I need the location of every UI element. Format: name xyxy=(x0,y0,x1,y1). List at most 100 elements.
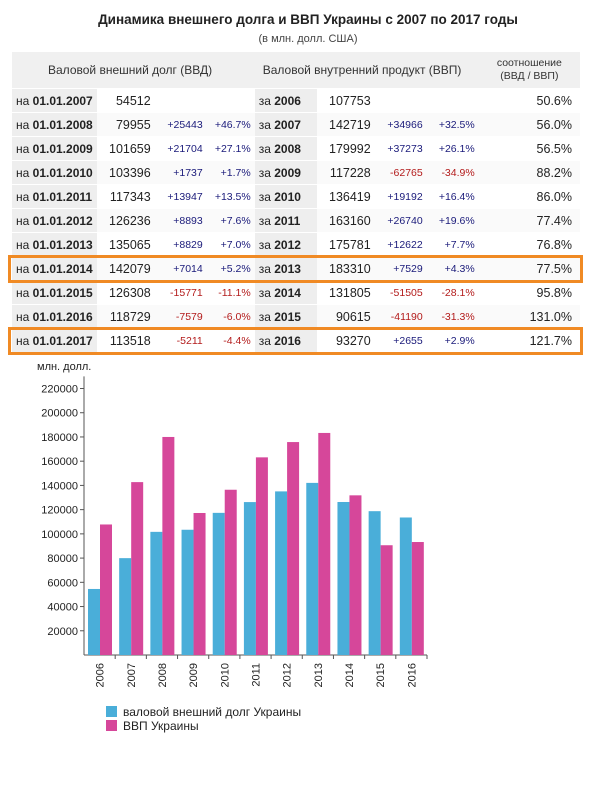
legend-swatch-debt xyxy=(106,706,117,717)
row-gdp: 131805 xyxy=(316,280,375,305)
page-title: Динамика внешнего долга и ВВП Украины с … xyxy=(98,12,518,27)
row-gdp: 163160 xyxy=(316,208,375,233)
row-date-value: 01.01.2016 xyxy=(32,309,93,324)
row-gdp-pct: +7.7% xyxy=(426,232,479,257)
row-year-prefix: за xyxy=(258,309,271,324)
row-year: за 2008 xyxy=(254,136,317,161)
row-debt: 113518 xyxy=(96,328,155,353)
row-year-value: 2010 xyxy=(274,189,301,204)
row-year-prefix: за xyxy=(258,189,271,204)
row-debt: 117343 xyxy=(96,184,155,209)
row-debt-pct: -4.4% xyxy=(206,328,255,353)
table-row: на 01.01.2017 113518 -5211 -4.4% за 2016 9327… xyxy=(12,328,580,353)
legend-item-gdp: ВВП Украины xyxy=(106,719,199,733)
bar-debt xyxy=(399,517,412,655)
row-gdp-pct: -31.3% xyxy=(426,304,479,329)
y-tick-label: 80000 xyxy=(47,553,78,565)
row-year-value: 2009 xyxy=(274,165,301,180)
row-gdp: 142719 xyxy=(316,112,375,137)
row-debt-pct: +7.6% xyxy=(206,208,255,233)
bar-chart: млн. долл. 20000 40000 60000 80000 100000 1200… xyxy=(37,361,428,687)
row-date-value: 01.01.2017 xyxy=(32,333,93,348)
y-tick-label: 160000 xyxy=(41,456,78,468)
row-date-value: 01.01.2008 xyxy=(32,117,93,132)
row-gdp-pct: +19.6% xyxy=(426,208,479,233)
x-tick-label: 2015 xyxy=(375,663,387,687)
row-gdp: 183310 xyxy=(316,256,375,281)
bar-gdp xyxy=(131,482,144,655)
row-date-prefix: на xyxy=(16,165,30,180)
row-year-value: 2011 xyxy=(274,213,301,228)
bar-debt xyxy=(243,502,256,655)
table-row: на 01.01.2008 79955 +25443 +46.7% за 2007 142… xyxy=(12,112,580,137)
row-year: за 2009 xyxy=(254,160,317,185)
table-header-row: Валовой внешний долг (ВВД) Валовой внутр… xyxy=(12,52,580,89)
bar-debt xyxy=(368,511,381,655)
y-tick-label: 60000 xyxy=(47,577,78,589)
row-year-prefix: за xyxy=(258,165,271,180)
bar-gdp xyxy=(380,545,393,655)
row-gdp: 136419 xyxy=(316,184,375,209)
row-gdp-pct: +16.4% xyxy=(426,184,479,209)
x-tick-label: 2007 xyxy=(126,663,138,687)
legend-item-debt: валовой внешний долг Украины xyxy=(106,705,301,719)
row-year: за 2016 xyxy=(254,328,317,353)
table-row: на 01.01.2014 142079 +7014 +5.2% за 2013 1833… xyxy=(12,256,580,281)
row-gdp-pct: +32.5% xyxy=(426,112,479,137)
row-debt-delta: -7579 xyxy=(154,304,207,329)
row-ratio: 56.5% xyxy=(478,136,580,161)
row-year-value: 2012 xyxy=(274,237,301,252)
bar-gdp xyxy=(162,436,175,655)
row-date-value: 01.01.2015 xyxy=(32,285,93,300)
row-year-value: 2006 xyxy=(274,93,301,108)
header-ratio-line2: (ВВД / ВВП) xyxy=(500,70,559,82)
row-year-prefix: за xyxy=(258,261,271,276)
row-debt-delta: +8893 xyxy=(154,208,207,233)
row-ratio: 131.0% xyxy=(478,304,580,329)
table-row: на 01.01.2015 126308 -15771 -11.1% за 2014 13… xyxy=(12,280,580,305)
row-debt-delta: +25443 xyxy=(154,112,207,137)
legend-swatch-gdp xyxy=(106,720,117,731)
header-debt: Валовой внешний долг (ВВД) xyxy=(12,52,255,89)
table-row: на 01.01.2012 126236 +8893 +7.6% за 2011 1631… xyxy=(12,208,580,233)
bar-gdp xyxy=(224,489,237,655)
row-debt-pct: -11.1% xyxy=(206,280,255,305)
row-date-prefix: на xyxy=(16,333,30,348)
row-gdp-delta: +19192 xyxy=(374,184,427,209)
row-ratio: 76.8% xyxy=(478,232,580,257)
row-year-prefix: за xyxy=(258,333,271,348)
row-gdp: 93270 xyxy=(316,328,375,353)
row-debt-pct: +1.7% xyxy=(206,160,255,185)
row-date-value: 01.01.2013 xyxy=(32,237,93,252)
row-gdp-pct: +2.9% xyxy=(426,328,479,353)
row-date: на 01.01.2012 xyxy=(12,208,97,233)
row-ratio: 86.0% xyxy=(478,184,580,209)
row-debt-pct: +7.0% xyxy=(206,232,255,257)
row-debt-delta: +7014 xyxy=(154,256,207,281)
y-tick-label: 200000 xyxy=(41,408,78,420)
row-debt: 135065 xyxy=(96,232,155,257)
row-debt: 101659 xyxy=(96,136,155,161)
x-tick-label: 2009 xyxy=(188,663,200,687)
row-ratio: 77.5% xyxy=(478,256,580,281)
row-debt-delta: -5211 xyxy=(154,328,207,353)
row-year: за 2012 xyxy=(254,232,317,257)
y-tick-label: 100000 xyxy=(41,529,78,541)
y-tick-label: 20000 xyxy=(47,626,78,638)
bar-gdp xyxy=(287,442,300,655)
row-date: на 01.01.2011 xyxy=(12,184,97,209)
x-tick-label: 2013 xyxy=(313,663,325,687)
row-year-value: 2015 xyxy=(274,309,301,324)
y-tick-label: 220000 xyxy=(41,384,78,396)
y-tick-label: 180000 xyxy=(41,432,78,444)
row-date-prefix: на xyxy=(16,309,30,324)
bar-debt xyxy=(212,512,225,655)
row-year-prefix: за xyxy=(258,285,271,300)
bar-debt xyxy=(150,531,163,655)
bar-gdp xyxy=(318,432,331,655)
row-year-value: 2007 xyxy=(274,117,301,132)
row-ratio: 56.0% xyxy=(478,112,580,137)
y-tick-label: 120000 xyxy=(41,505,78,517)
row-year-prefix: за xyxy=(258,117,271,132)
row-debt: 54512 xyxy=(96,88,155,113)
